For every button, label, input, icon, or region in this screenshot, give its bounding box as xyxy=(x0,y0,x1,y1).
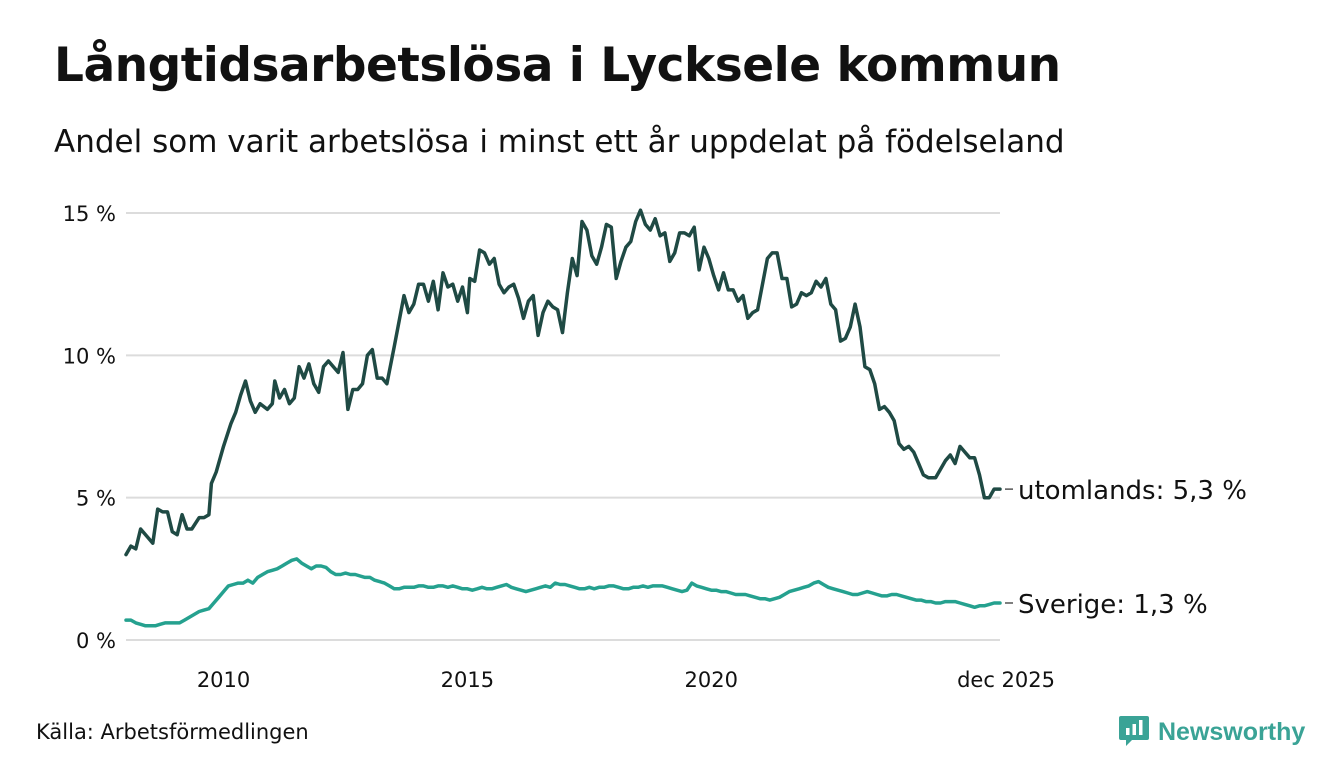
x-axis-tick-labels: 2010 2015 2020 dec 2025 xyxy=(197,668,1055,692)
series-end-label-utomlands: utomlands: 5,3 % xyxy=(1018,476,1247,506)
series-end-label-sverige: Sverige: 1,3 % xyxy=(1018,590,1208,620)
y-tick-label: 0 % xyxy=(76,629,116,653)
brand-name: Newsworthy xyxy=(1158,717,1306,746)
series-lines xyxy=(124,208,1002,628)
series-line-utomlands xyxy=(124,208,1002,557)
source-note: Källa: Arbetsförmedlingen xyxy=(36,720,309,744)
chart-title: Långtidsarbetslösa i Lycksele kommun xyxy=(54,38,1061,93)
gridlines xyxy=(126,212,1000,641)
y-axis-tick-labels: 0 % 5 % 10 % 15 % xyxy=(63,202,116,653)
x-tick-label: 2020 xyxy=(685,668,738,692)
series-line-sverige xyxy=(124,557,1002,628)
newsworthy-logo: Newsworthy xyxy=(1118,714,1305,750)
y-tick-label: 5 % xyxy=(76,487,116,511)
newsworthy-logo-icon xyxy=(1119,716,1149,746)
chart-subtitle: Andel som varit arbetslösa i minst ett å… xyxy=(54,124,1065,160)
x-tick-label: dec 2025 xyxy=(957,668,1055,692)
x-tick-label: 2015 xyxy=(441,668,494,692)
y-tick-label: 15 % xyxy=(63,202,116,226)
x-tick-label: 2010 xyxy=(197,668,250,692)
series-end-labels: utomlands: 5,3 % Sverige: 1,3 % xyxy=(1005,476,1247,620)
y-tick-label: 10 % xyxy=(63,344,116,368)
